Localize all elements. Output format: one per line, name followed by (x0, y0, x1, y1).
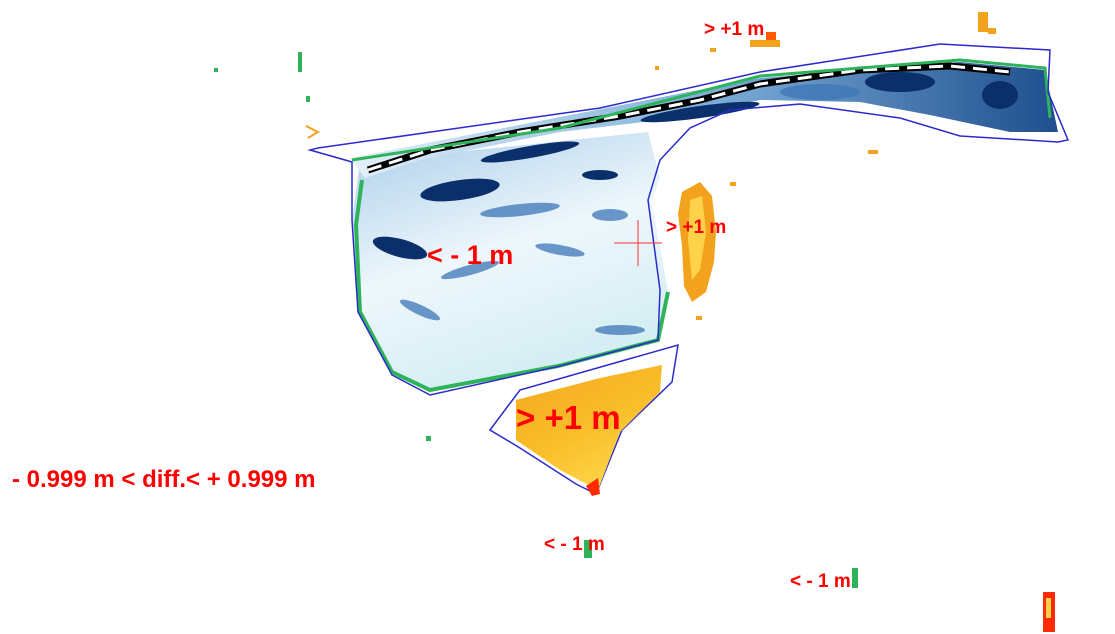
south-gain-area (488, 343, 679, 496)
south-gain-fill (516, 365, 662, 490)
strip-green-edge (351, 58, 1052, 162)
loss-label-pond: < - 1 m (427, 240, 514, 270)
tolerance-band-label: - 0.999 m < diff.< + 0.999 m (12, 466, 316, 493)
loss-label-bottom-1: < - 1 m (544, 534, 605, 555)
loss-label-bottom-2: < - 1 m (790, 571, 851, 592)
gain-label-top: > +1 m (704, 19, 765, 40)
gain-label-south: > +1 m (516, 399, 621, 436)
mid-loss-patches (399, 84, 860, 335)
gain-label-east: > +1 m (666, 217, 727, 238)
east-gain-blob (678, 182, 716, 302)
loss-area-outline (307, 43, 1070, 396)
upper-strip-fill (350, 62, 1058, 178)
deep-loss-patches (372, 72, 1018, 260)
south-gain-red-tip (586, 478, 600, 496)
scatter-marks (214, 12, 1055, 632)
crosshair-cursor[interactable] (614, 220, 662, 266)
loss-area (307, 43, 1070, 396)
